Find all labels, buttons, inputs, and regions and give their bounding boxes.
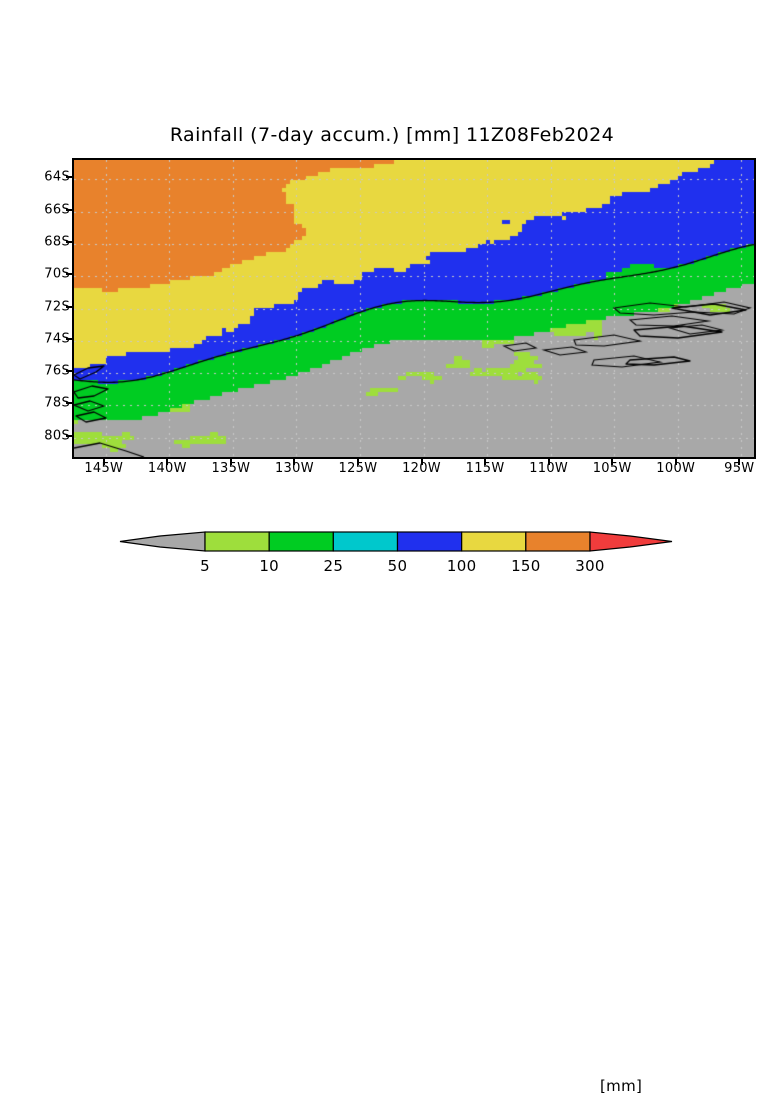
y-tick-mark bbox=[66, 273, 74, 276]
y-tick-label-70s: 70S bbox=[44, 266, 70, 282]
x-tick-mark bbox=[293, 457, 296, 465]
y-tick-label-76s: 76S bbox=[44, 363, 70, 379]
x-tick-label-130w: 130W bbox=[274, 461, 314, 476]
x-tick-label-110w: 110W bbox=[529, 461, 569, 476]
x-tick-label-105w: 105W bbox=[592, 461, 632, 476]
x-tick-mark bbox=[484, 457, 487, 465]
y-tick-mark bbox=[66, 370, 74, 373]
x-tick-label-140w: 140W bbox=[147, 461, 187, 476]
y-tick-label-78s: 78S bbox=[44, 395, 70, 411]
map-plot-area[interactable] bbox=[72, 158, 756, 459]
y-tick-label-68s: 68S bbox=[44, 234, 70, 250]
x-tick-label-120w: 120W bbox=[402, 461, 441, 476]
colorbar-swatches bbox=[119, 531, 673, 552]
colorbar-segment-6 bbox=[525, 531, 591, 552]
x-tick-mark bbox=[611, 457, 614, 465]
x-tick-mark bbox=[420, 457, 423, 465]
x-tick-mark bbox=[547, 457, 550, 465]
colorbar-tick-label-150: 150 bbox=[511, 557, 541, 575]
y-tick-mark bbox=[66, 240, 74, 243]
colorbar-tick-label-5: 5 bbox=[200, 557, 210, 575]
x-tick-label-115w: 115W bbox=[465, 461, 505, 476]
y-tick-label-66s: 66S bbox=[44, 202, 70, 218]
colorbar-segment-2 bbox=[268, 531, 334, 552]
y-tick-label-74s: 74S bbox=[44, 331, 70, 347]
y-tick-mark bbox=[66, 402, 74, 405]
rainfall-map-figure: Rainfall (7-day accum.) [mm] 11Z08Feb202… bbox=[44, 124, 756, 1095]
y-tick-label-72s: 72S bbox=[44, 299, 70, 314]
x-tick-label-100w: 100W bbox=[656, 461, 696, 476]
x-tick-label-145w: 145W bbox=[84, 461, 124, 476]
colorbar-tick-label-10: 10 bbox=[259, 557, 279, 575]
y-tick-label-80s: 80S bbox=[44, 428, 70, 444]
colorbar-tick-label-100: 100 bbox=[446, 557, 477, 575]
x-tick-label-95w: 95W bbox=[724, 461, 755, 476]
y-tick-mark bbox=[66, 434, 74, 437]
colorbar-segment-3 bbox=[332, 531, 399, 552]
colorbar-tick-label-25: 25 bbox=[323, 557, 344, 575]
colorbar-tick-label-300: 300 bbox=[575, 557, 605, 575]
colorbar-tick-label-50: 50 bbox=[387, 557, 408, 575]
x-tick-label-125w: 125W bbox=[338, 461, 378, 476]
colorbar-segment-1 bbox=[204, 531, 270, 552]
x-tick-mark bbox=[738, 457, 741, 465]
y-tick-label-64s: 64S bbox=[44, 169, 70, 185]
y-tick-mark bbox=[66, 208, 74, 211]
x-tick-mark bbox=[166, 457, 169, 465]
colorbar-below-min-arrow bbox=[119, 531, 206, 552]
x-tick-mark bbox=[229, 457, 232, 465]
page-title: Rainfall (7-day accum.) [mm] 11Z08Feb202… bbox=[169, 124, 615, 146]
colorbar-above-max-arrow bbox=[589, 531, 673, 552]
x-tick-mark bbox=[674, 457, 677, 465]
colorbar-segment-5 bbox=[461, 531, 527, 552]
y-tick-mark bbox=[66, 176, 74, 179]
colorbar-unit-label: [mm] bbox=[600, 1077, 643, 1095]
rainfall-raster bbox=[74, 160, 754, 457]
y-tick-mark bbox=[66, 337, 74, 340]
y-tick-mark bbox=[66, 305, 74, 308]
colorbar-segment-4 bbox=[396, 531, 463, 552]
x-tick-label-135w: 135W bbox=[211, 461, 251, 476]
x-tick-mark bbox=[356, 457, 359, 465]
x-tick-mark bbox=[102, 457, 105, 465]
